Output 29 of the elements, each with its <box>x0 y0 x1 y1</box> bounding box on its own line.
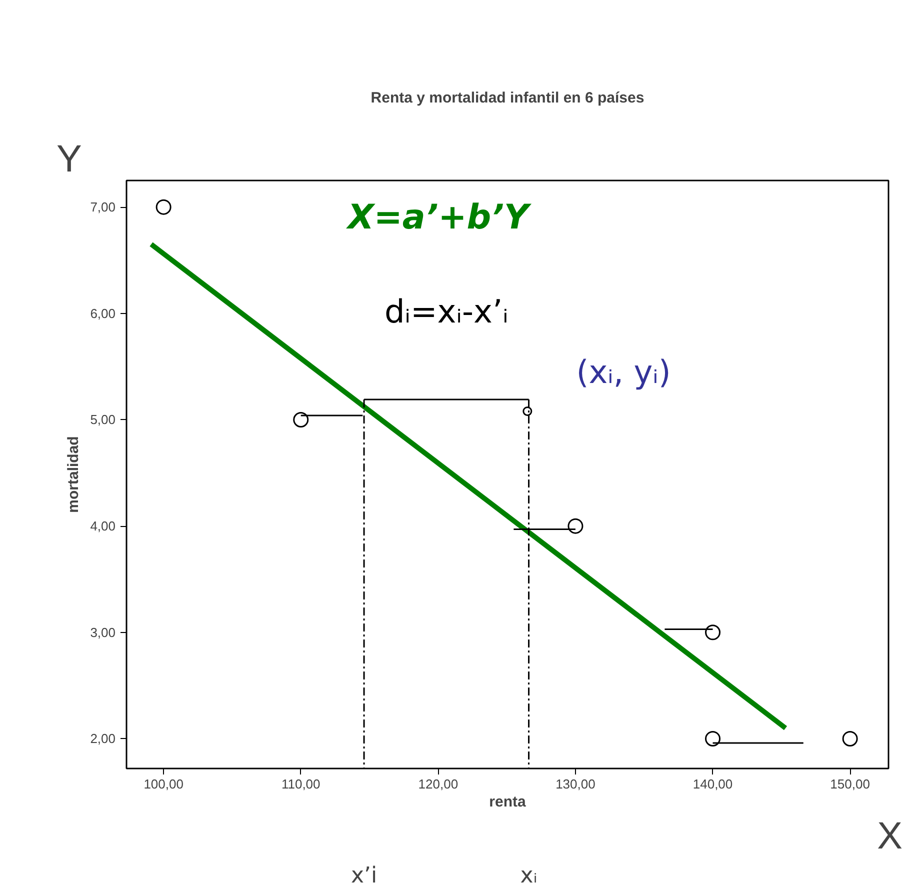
x-axis-title: renta <box>489 794 526 810</box>
y-axis-title: mortalidad <box>65 436 82 513</box>
annotation: (xᵢ, yᵢ) <box>576 352 671 391</box>
y-tick-label: 7,00 <box>90 200 116 215</box>
chart-title: Renta y mortalidad infantil en 6 países <box>370 90 644 106</box>
annotation: dᵢ=xᵢ-x’ᵢ <box>384 292 508 330</box>
y-tick-label: 4,00 <box>90 518 116 534</box>
point <box>705 730 721 746</box>
text: xᵢ <box>520 864 538 888</box>
point <box>705 624 721 640</box>
annotation: X=a’+b’Y <box>346 198 532 238</box>
text: Y <box>56 138 82 180</box>
point <box>522 406 532 416</box>
x-tick-label: 150,00 <box>830 776 870 792</box>
y-tick-label: 5,00 <box>90 412 116 428</box>
x-tick-label: 140,00 <box>692 776 733 792</box>
x-tick-label: 100,00 <box>144 776 184 792</box>
y-tick-label: 2,00 <box>90 731 116 746</box>
x-tick-label: 110,00 <box>281 776 320 792</box>
point <box>842 730 858 746</box>
text: x’i <box>350 864 378 888</box>
point <box>293 412 309 428</box>
text: X <box>877 816 902 858</box>
point <box>156 199 172 215</box>
x-tick-label: 130,00 <box>556 776 596 792</box>
point <box>568 518 584 534</box>
y-tick-label: 3,00 <box>90 624 116 640</box>
x-tick-label: 120,00 <box>418 776 458 792</box>
y-tick-label: 6,00 <box>90 306 116 321</box>
